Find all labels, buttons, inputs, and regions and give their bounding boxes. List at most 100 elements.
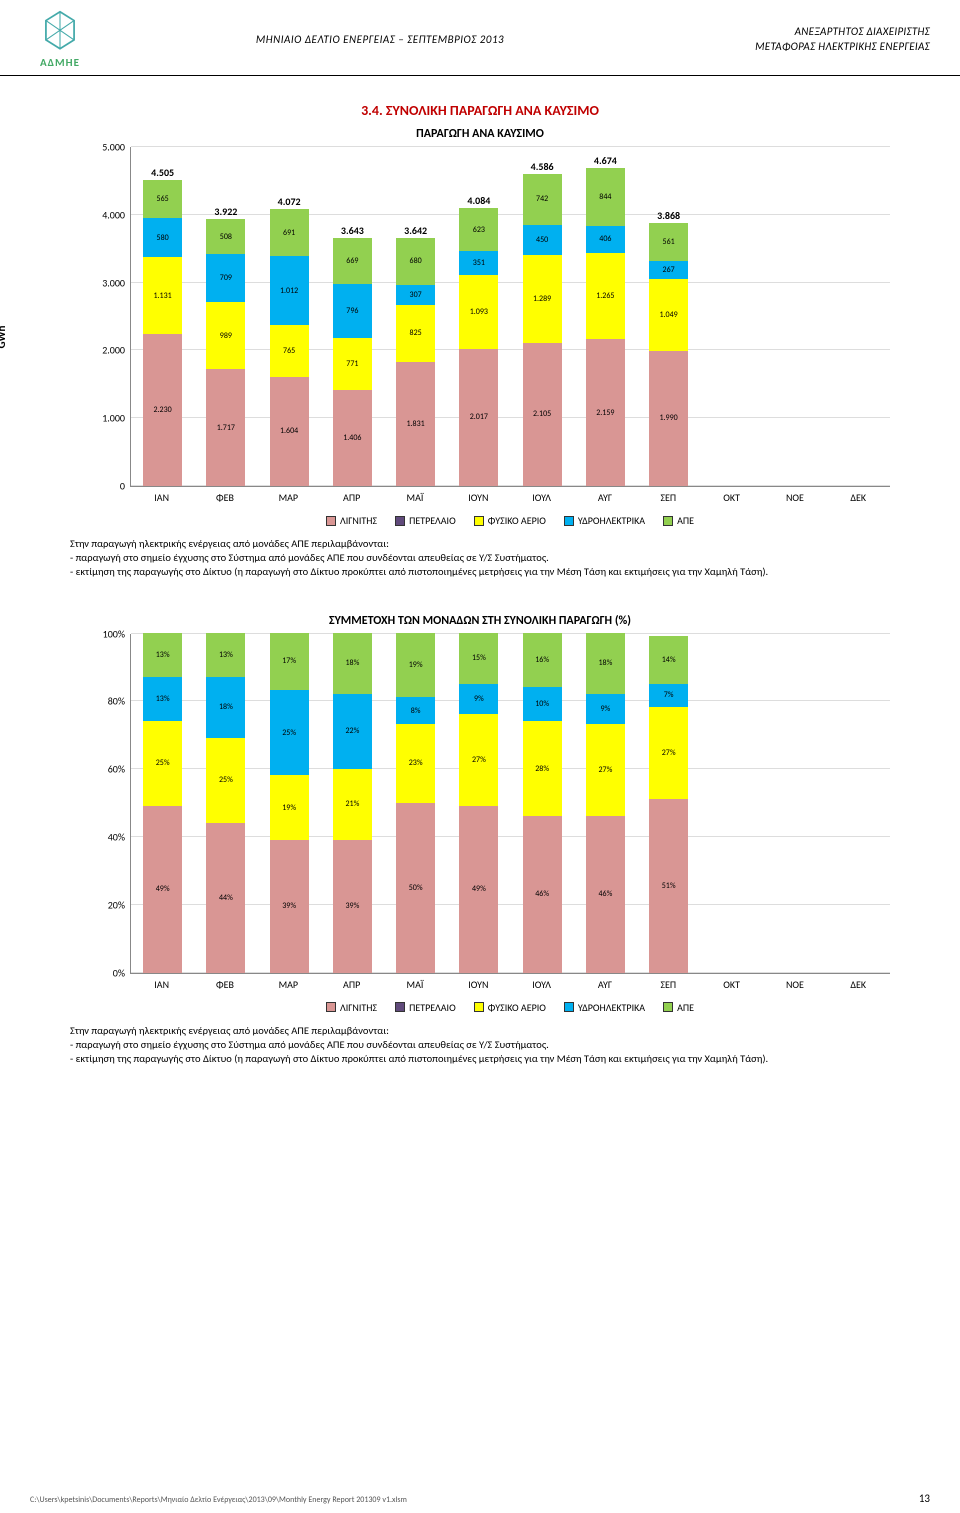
segment-value-label: 22% — [345, 726, 359, 736]
bar-segment: 844 — [586, 168, 625, 225]
bar-segment: 25% — [270, 690, 309, 775]
bar-total-label: 4.586 — [531, 160, 554, 173]
bar-segment: 1.289 — [523, 255, 562, 343]
segment-value-label: 27% — [662, 748, 676, 758]
bar-total-label: 3.868 — [657, 209, 680, 222]
bar-column: 49%0%27%9%15% — [447, 634, 510, 973]
chart2-plot: 0%20%40%60%80%100%49%0%25%13%13%44%0%25%… — [130, 634, 890, 974]
bar-stack: 2.15901.2654068444.674 — [586, 168, 625, 486]
segment-value-label: 2.105 — [533, 409, 551, 419]
bar-segment: 9% — [459, 684, 498, 715]
ytick-label: 80% — [81, 695, 125, 708]
bar-segment: 1.049 — [649, 279, 688, 350]
xtick-label: ΙΟΥΛ — [510, 978, 573, 991]
segment-value-label: 1.131 — [153, 291, 171, 301]
segment-value-label: 691 — [283, 228, 295, 238]
xtick-label: ΙΟΥΛ — [510, 491, 573, 504]
bar-segment: 680 — [396, 238, 435, 284]
bar-stack: 2.23001.1315805654.505 — [143, 180, 182, 486]
chart1-xlabels: ΙΑΝΦΕΒΜΑΡΑΠΡΜΑΪΙΟΥΝΙΟΥΛΑΥΓΣΕΠΟΚΤΝΟΕΔΕΚ — [130, 491, 890, 504]
bars-row: 49%0%25%13%13%44%0%25%18%13%39%0%19%25%1… — [131, 634, 890, 973]
segment-value-label: 709 — [220, 273, 232, 283]
ytick-label: 2.000 — [81, 344, 125, 357]
page-header: ΑΔΜΗΕ ΜΗΝΙΑΙΟ ΔΕΛΤΙΟ ΕΝΕΡΓΕΙΑΣ – ΣΕΠΤΕΜΒ… — [0, 0, 960, 76]
legend2-ape: ΑΠΕ — [663, 1001, 694, 1014]
bar-stack: 50%0%23%8%19% — [396, 633, 435, 973]
segment-value-label: 46% — [598, 889, 612, 899]
xtick-label: ΙΟΥΝ — [447, 491, 510, 504]
chart2-legend: ΛΙΓΝΙΤΗΣ ΠΕΤΡΕΛΑΙΟ ΦΥΣΙΚΟ ΑΕΡΙΟ ΥΔΡΟΗΛΕΚ… — [130, 1001, 890, 1014]
header-right-2: ΜΕΤΑΦΟΡΑΣ ΗΛΕΚΤΡΙΚΗΣ ΕΝΕΡΓΕΙΑΣ — [670, 40, 930, 54]
footer-path: C:\Users\kpetsinis\Documents\Reports\Μην… — [30, 1495, 407, 1505]
segment-value-label: 10% — [535, 699, 549, 709]
xtick-label: ΣΕΠ — [637, 491, 700, 504]
logo-block: ΑΔΜΗΕ — [30, 10, 90, 69]
bar-segment: 27% — [649, 707, 688, 799]
segment-value-label: 1.406 — [343, 433, 361, 443]
xtick-label: ΔΕΚ — [827, 978, 890, 991]
xtick-label: ΝΟΕ — [763, 978, 826, 991]
bar-column: 1.71709897095083.922 — [194, 147, 257, 486]
segment-value-label: 680 — [410, 256, 422, 266]
bar-column: 2.01701.0933516234.084 — [447, 147, 510, 486]
chart1-legend: ΛΙΓΝΙΤΗΣ ΠΕΤΡΕΛΑΙΟ ΦΥΣΙΚΟ ΑΕΡΙΟ ΥΔΡΟΗΛΕΚ… — [130, 514, 890, 527]
ytick-label: 1.000 — [81, 412, 125, 425]
bar-segment: 508 — [206, 219, 245, 254]
segment-value-label: 21% — [345, 799, 359, 809]
segment-value-label: 796 — [346, 306, 358, 316]
bar-column: 46%0%27%9%18% — [574, 634, 637, 973]
bar-total-label: 4.674 — [594, 154, 617, 167]
segment-value-label: 1.604 — [280, 426, 298, 436]
bar-stack: 1.71709897095083.922 — [206, 219, 245, 486]
bar-column — [700, 634, 763, 973]
segment-value-label: 19% — [409, 660, 423, 670]
bar-segment: 10% — [523, 687, 562, 721]
bar-column: 44%0%25%18%13% — [194, 634, 257, 973]
note1-l2: - παραγωγή στο σημείο έγχυσης στο Σύστημ… — [70, 551, 890, 565]
xtick-label: ΜΑΪ — [383, 978, 446, 991]
page-footer: C:\Users\kpetsinis\Documents\Reports\Μην… — [30, 1492, 930, 1505]
segment-value-label: 50% — [409, 883, 423, 893]
segment-value-label: 13% — [156, 650, 170, 660]
bar-segment: 18% — [586, 633, 625, 694]
bar-segment: 44% — [206, 823, 245, 973]
xtick-label: ΔΕΚ — [827, 491, 890, 504]
bar-segment: 796 — [333, 284, 372, 338]
bar-column: 39%0%21%22%18% — [321, 634, 384, 973]
bar-segment: 709 — [206, 254, 245, 302]
bar-stack: 1.40607717966693.643 — [333, 238, 372, 486]
ytick-label: 100% — [81, 627, 125, 640]
bar-segment: 561 — [649, 223, 688, 261]
segment-value-label: 19% — [282, 803, 296, 813]
segment-value-label: 1.265 — [596, 291, 614, 301]
bar-segment: 13% — [143, 633, 182, 677]
bar-segment: 49% — [459, 806, 498, 973]
bar-segment: 307 — [396, 285, 435, 306]
chart1-plot: 01.0002.0003.0004.0005.0002.23001.131580… — [130, 147, 890, 487]
bar-column: 2.23001.1315805654.505 — [131, 147, 194, 486]
ytick-label: 5.000 — [81, 141, 125, 154]
bar-column: 49%0%25%13%13% — [131, 634, 194, 973]
segment-value-label: 13% — [156, 694, 170, 704]
note2-l1: Στην παραγωγή ηλεκτρικής ενέργειας από μ… — [70, 1024, 890, 1038]
segment-value-label: 2.230 — [153, 405, 171, 415]
segment-value-label: 39% — [345, 901, 359, 911]
bar-segment: 765 — [270, 325, 309, 377]
xtick-label: ΜΑΪ — [383, 491, 446, 504]
legend-hyd: ΥΔΡΟΗΛΕΚΤΡΙΚΑ — [564, 514, 645, 527]
segment-value-label: 450 — [536, 235, 548, 245]
bar-column: 1.99001.0492675613.868 — [637, 147, 700, 486]
bar-segment: 742 — [523, 174, 562, 224]
bar-segment: 623 — [459, 208, 498, 250]
bar-segment: 2.230 — [143, 334, 182, 486]
bar-segment: 46% — [523, 816, 562, 972]
bar-stack: 39%0%19%25%17% — [270, 633, 309, 973]
segment-value-label: 25% — [156, 758, 170, 768]
bar-stack: 2.01701.0933516234.084 — [459, 208, 498, 486]
bar-segment: 1.265 — [586, 253, 625, 339]
segment-value-label: 1.049 — [659, 310, 677, 320]
legend-pet: ΠΕΤΡΕΛΑΙΟ — [395, 514, 456, 527]
segment-value-label: 351 — [473, 258, 485, 268]
bar-stack: 39%0%21%22%18% — [333, 633, 372, 973]
bar-segment: 1.131 — [143, 257, 182, 334]
